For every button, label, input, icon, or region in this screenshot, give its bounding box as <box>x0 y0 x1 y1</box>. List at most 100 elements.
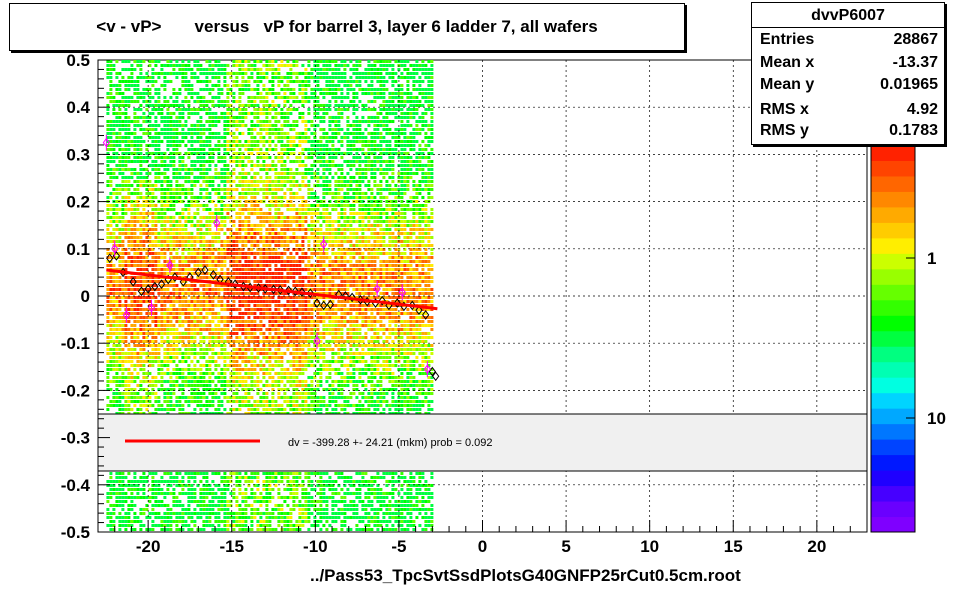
heatmap-cell <box>163 168 167 171</box>
heatmap-cell <box>106 376 110 379</box>
heatmap-cell <box>130 152 134 155</box>
heatmap-cell <box>130 256 134 259</box>
heatmap-cell <box>205 352 209 355</box>
heatmap-cell <box>262 136 266 139</box>
heatmap-cell <box>190 112 194 115</box>
heatmap-cell <box>187 212 191 215</box>
heatmap-cell <box>160 340 164 343</box>
heatmap-cell <box>190 128 194 131</box>
heatmap-cell <box>115 356 119 359</box>
heatmap-cell <box>235 216 239 219</box>
heatmap-cell <box>124 196 128 199</box>
heatmap-cell <box>199 276 203 279</box>
heatmap-cell <box>241 384 245 387</box>
heatmap-cell <box>139 332 143 335</box>
heatmap-cell <box>229 524 233 527</box>
heatmap-cell <box>235 108 239 111</box>
heatmap-cell <box>265 184 269 187</box>
heatmap-cell <box>256 388 260 391</box>
heatmap-cell <box>232 516 236 519</box>
heatmap-cell <box>193 512 197 515</box>
heatmap-cell <box>217 172 221 175</box>
heatmap-cell <box>169 380 173 383</box>
heatmap-cell <box>202 292 206 295</box>
heatmap-cell <box>247 332 251 335</box>
heatmap-cell <box>184 472 188 475</box>
heatmap-cell <box>241 72 245 75</box>
heatmap-cell <box>115 184 119 187</box>
heatmap-cell <box>211 264 215 267</box>
heatmap-cell <box>250 368 254 371</box>
heatmap-cell <box>196 236 200 239</box>
heatmap-cell <box>220 220 224 223</box>
heatmap-cell <box>214 332 218 335</box>
heatmap-cell <box>217 496 221 499</box>
heatmap-cell <box>130 304 134 307</box>
heatmap-cell <box>172 208 176 211</box>
heatmap-cell <box>217 136 221 139</box>
heatmap-cell <box>217 224 221 227</box>
heatmap-cell <box>121 396 125 399</box>
heatmap-cell <box>256 192 260 195</box>
heatmap-cell <box>112 64 116 67</box>
heatmap-cell <box>208 272 212 275</box>
heatmap-cell <box>250 356 254 359</box>
heatmap-cell <box>205 208 209 211</box>
heatmap-cell <box>265 484 269 487</box>
heatmap-cell <box>139 184 143 187</box>
heatmap-cell <box>136 96 140 99</box>
heatmap-cell <box>169 332 173 335</box>
heatmap-cell <box>247 232 251 235</box>
heatmap-cell <box>112 284 116 287</box>
heatmap-cell <box>259 188 263 191</box>
heatmap-cell <box>121 356 125 359</box>
heatmap-cell <box>187 508 191 511</box>
heatmap-cell <box>202 104 206 107</box>
heatmap-cell <box>244 88 248 91</box>
heatmap-cell <box>205 360 209 363</box>
heatmap-cell <box>163 160 167 163</box>
heatmap-cell <box>217 312 221 315</box>
heatmap-cell <box>232 272 236 275</box>
heatmap-cell <box>250 332 254 335</box>
heatmap-cell <box>253 336 257 339</box>
heatmap-cell <box>232 244 236 247</box>
heatmap-cell <box>211 68 215 71</box>
heatmap-cell <box>115 196 119 199</box>
heatmap-cell <box>253 148 257 151</box>
heatmap-cell <box>217 184 221 187</box>
heatmap-cell <box>118 396 122 399</box>
heatmap-cell <box>106 232 110 235</box>
heatmap-cell <box>145 496 149 499</box>
heatmap-cell <box>220 388 224 391</box>
heatmap-cell <box>178 224 182 227</box>
heatmap-cell <box>145 396 149 399</box>
heatmap-cell <box>118 392 122 395</box>
heatmap-cell <box>118 352 122 355</box>
heatmap-cell <box>151 268 155 271</box>
heatmap-cell <box>238 132 242 135</box>
heatmap-cell <box>214 236 218 239</box>
heatmap-cell <box>109 64 113 67</box>
heatmap-cell <box>169 112 173 115</box>
heatmap-cell <box>154 240 158 243</box>
heatmap-cell <box>226 92 230 95</box>
heatmap-cell <box>169 400 173 403</box>
heatmap-cell <box>124 232 128 235</box>
heatmap-cell <box>166 236 170 239</box>
heatmap-cell <box>187 472 191 475</box>
heatmap-cell <box>118 172 122 175</box>
heatmap-cell <box>109 216 113 219</box>
heatmap-cell <box>151 200 155 203</box>
heatmap-cell <box>217 96 221 99</box>
heatmap-cell <box>259 76 263 79</box>
heatmap-cell <box>157 216 161 219</box>
heatmap-cell <box>124 392 128 395</box>
heatmap-cell <box>157 212 161 215</box>
heatmap-cell <box>166 356 170 359</box>
heatmap-cell <box>244 72 248 75</box>
heatmap-cell <box>136 176 140 179</box>
heatmap-cell <box>226 64 230 67</box>
heatmap-cell <box>208 108 212 111</box>
